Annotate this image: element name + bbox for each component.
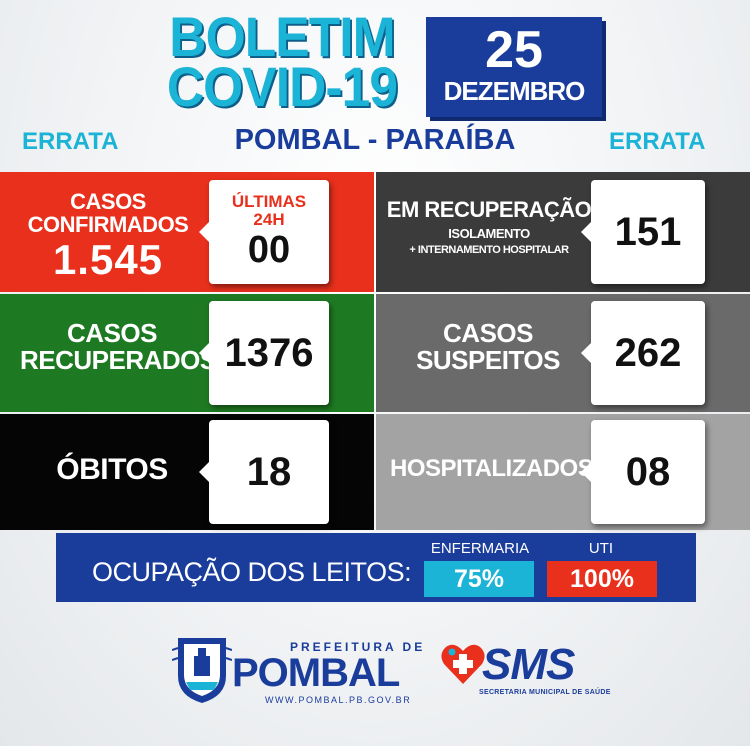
confirmed-label-line1: CASOS <box>70 189 146 214</box>
last-24h-box: ÚLTIMAS 24H 00 <box>199 180 329 284</box>
last-24h-label-line2: 24H <box>253 210 285 229</box>
sms-subtitle: SECRETARIA MUNICIPAL DE SAÚDE <box>479 689 611 696</box>
location-title: POMBAL - PARAÍBA <box>234 124 516 156</box>
deaths-panel: ÓBITOS 18 <box>0 414 374 530</box>
title-line-2: COVID-19 <box>166 55 398 118</box>
title-line-1: BOLETIM <box>169 5 395 68</box>
recovered-value: 1376 <box>224 330 314 375</box>
hospitalized-value-box: 08 <box>581 420 705 524</box>
suspected-value: 262 <box>614 330 682 375</box>
in-recovery-value-box: 151 <box>581 180 705 284</box>
suspected-label-line1: CASOS <box>443 318 533 348</box>
date-day: 25 <box>485 21 543 79</box>
recovered-value-box: 1376 <box>199 301 329 405</box>
icu-occupancy-value: 100% <box>547 561 657 597</box>
deaths-label: ÓBITOS <box>56 453 168 486</box>
hospitalized-panel: HOSPITALIZADOS 08 <box>376 414 750 530</box>
ward-occupancy-value: 75% <box>424 561 534 597</box>
recovered-label-line2: RECUPERADOS <box>20 345 217 376</box>
in-recovery-label: EM RECUPERAÇÃO ISOLAMENTO + INTERNAMENTO… <box>384 198 594 256</box>
bulletin-title: BOLETIM COVID-19 <box>148 5 416 118</box>
icu-label: UTI <box>588 540 614 557</box>
prefeitura-label: PREFEITURA DE <box>290 640 426 654</box>
last-24h-label-line1: ÚLTIMAS <box>231 192 307 211</box>
confirmed-total-value: 1.545 <box>52 236 164 284</box>
hospitalized-value: 08 <box>625 449 671 494</box>
suspected-panel: CASOS SUSPEITOS 262 <box>376 294 750 412</box>
deaths-value: 18 <box>246 449 292 494</box>
suspected-label: CASOS SUSPEITOS <box>396 318 580 376</box>
in-recovery-value: 151 <box>614 209 682 254</box>
bed-occupancy-label: OCUPAÇÃO DOS LEITOS: <box>92 557 412 587</box>
in-recovery-panel: EM RECUPERAÇÃO ISOLAMENTO + INTERNAMENTO… <box>376 172 750 292</box>
confirmed-cases-panel: CASOS CONFIRMADOS 1.545 ÚLTIMAS 24H 00 <box>0 172 374 292</box>
pombal-wordmark: POMBAL <box>232 651 400 695</box>
hospitalized-label: HOSPITALIZADOS <box>390 455 594 482</box>
sms-wordmark: SMS <box>482 640 575 689</box>
pombal-coat-of-arms-icon <box>171 630 233 705</box>
suspected-value-box: 262 <box>581 301 705 405</box>
confirmed-label-line2: CONFIRMADOS <box>27 212 189 238</box>
recovered-label-line1: CASOS <box>67 318 157 348</box>
date-month: DEZEMBRO <box>443 76 586 106</box>
recovered-panel: CASOS RECUPERADOS 1376 <box>0 294 374 412</box>
heart-cross-icon <box>440 642 486 686</box>
confirmed-label: CASOS CONFIRMADOS 1.545 <box>18 190 198 282</box>
ward-label: ENFERMARIA <box>430 540 530 557</box>
suspected-label-line2: SUSPEITOS <box>416 345 560 376</box>
last-24h-value: 00 <box>247 229 291 271</box>
in-recovery-sub2: + INTERNAMENTO HOSPITALAR <box>409 243 569 256</box>
recovered-label: CASOS RECUPERADOS <box>20 318 217 376</box>
in-recovery-sub1: ISOLAMENTO <box>448 226 530 242</box>
in-recovery-title: EM RECUPERAÇÃO <box>386 197 592 222</box>
prefeitura-url: WWW.POMBAL.PB.GOV.BR <box>265 695 412 705</box>
date-badge: 25 DEZEMBRO <box>426 17 602 117</box>
errata-left: ERRATA <box>22 128 119 155</box>
errata-right: ERRATA <box>609 128 706 155</box>
bed-occupancy-bar: OCUPAÇÃO DOS LEITOS: ENFERMARIA 75% UTI … <box>56 533 696 602</box>
deaths-value-box: 18 <box>199 420 329 524</box>
